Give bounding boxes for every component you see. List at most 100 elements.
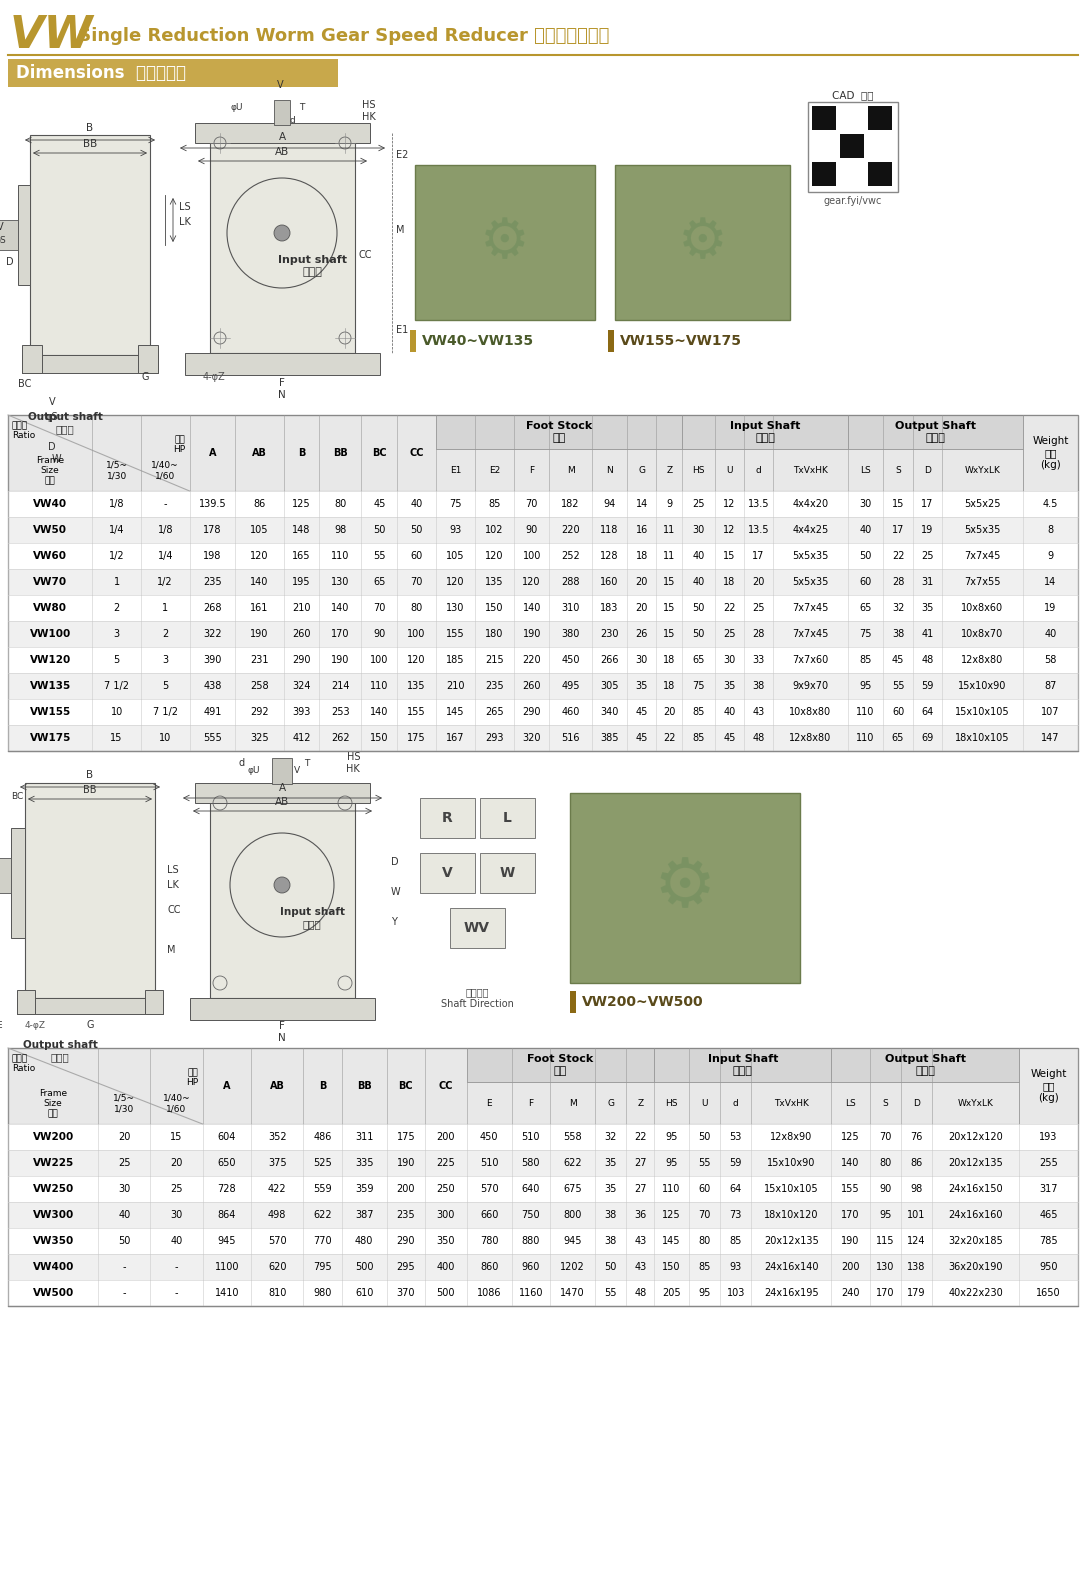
Text: 110: 110 xyxy=(662,1184,681,1195)
FancyBboxPatch shape xyxy=(570,990,576,1012)
Text: 200: 200 xyxy=(396,1184,415,1195)
Text: 110: 110 xyxy=(857,733,875,744)
Text: 780: 780 xyxy=(480,1236,498,1247)
Text: 25: 25 xyxy=(753,604,765,613)
Text: VW300: VW300 xyxy=(33,1210,74,1220)
Text: M: M xyxy=(167,945,176,956)
Text: 70: 70 xyxy=(374,604,386,613)
Text: 55: 55 xyxy=(605,1287,617,1298)
Text: 1410: 1410 xyxy=(215,1287,239,1298)
Text: 60: 60 xyxy=(411,552,422,561)
Text: 15: 15 xyxy=(664,604,675,613)
Text: VW70: VW70 xyxy=(33,577,67,586)
Text: φU: φU xyxy=(248,766,261,775)
Text: 604: 604 xyxy=(217,1132,236,1141)
Text: 265: 265 xyxy=(485,707,504,717)
Text: 200: 200 xyxy=(437,1132,455,1141)
Text: 85: 85 xyxy=(693,707,705,717)
Text: 235: 235 xyxy=(485,681,504,692)
Text: 40: 40 xyxy=(118,1210,130,1220)
Text: 40: 40 xyxy=(171,1236,182,1247)
Text: 235: 235 xyxy=(203,577,222,586)
FancyBboxPatch shape xyxy=(848,415,1023,450)
Text: LS: LS xyxy=(845,1099,856,1108)
Text: Input shaft: Input shaft xyxy=(279,907,344,916)
FancyBboxPatch shape xyxy=(868,105,892,130)
Text: Weight
重量
(kg): Weight 重量 (kg) xyxy=(1031,1069,1066,1104)
Text: 14: 14 xyxy=(635,498,648,509)
Text: 80: 80 xyxy=(334,498,346,509)
Text: 43: 43 xyxy=(753,707,765,717)
Text: 20x12x120: 20x12x120 xyxy=(948,1132,1002,1141)
Text: 48: 48 xyxy=(753,733,765,744)
Text: 660: 660 xyxy=(480,1210,498,1220)
Text: 64: 64 xyxy=(730,1184,742,1195)
Text: 622: 622 xyxy=(313,1210,331,1220)
Text: Frame
Size
型號: Frame Size 型號 xyxy=(36,456,64,486)
Text: 785: 785 xyxy=(1039,1236,1058,1247)
FancyBboxPatch shape xyxy=(608,330,614,352)
FancyBboxPatch shape xyxy=(450,909,505,948)
Text: 12x8x80: 12x8x80 xyxy=(961,656,1003,665)
Text: 95: 95 xyxy=(666,1159,678,1168)
FancyBboxPatch shape xyxy=(812,162,836,185)
Text: 36: 36 xyxy=(634,1210,646,1220)
FancyBboxPatch shape xyxy=(195,123,370,143)
Text: 495: 495 xyxy=(561,681,580,692)
Text: 48: 48 xyxy=(921,656,933,665)
Text: 35: 35 xyxy=(723,681,735,692)
Text: Frame
Size
型號: Frame Size 型號 xyxy=(39,1088,67,1118)
Text: BB: BB xyxy=(356,1082,371,1091)
Text: 728: 728 xyxy=(217,1184,236,1195)
Text: T: T xyxy=(304,759,310,769)
Text: 675: 675 xyxy=(564,1184,582,1195)
FancyBboxPatch shape xyxy=(682,415,848,450)
Text: 140: 140 xyxy=(842,1159,860,1168)
Text: 45: 45 xyxy=(374,498,386,509)
Text: VW: VW xyxy=(10,14,93,58)
Text: 175: 175 xyxy=(407,733,426,744)
Text: S: S xyxy=(895,465,901,475)
Text: 50: 50 xyxy=(698,1132,710,1141)
Text: 155: 155 xyxy=(407,707,426,717)
Text: 15: 15 xyxy=(111,733,123,744)
Text: D: D xyxy=(924,465,931,475)
FancyBboxPatch shape xyxy=(868,162,892,185)
Text: -: - xyxy=(164,498,167,509)
Text: VW50: VW50 xyxy=(34,525,67,534)
Text: 231: 231 xyxy=(250,656,268,665)
Text: 179: 179 xyxy=(907,1287,925,1298)
Text: 8: 8 xyxy=(1047,525,1053,534)
FancyBboxPatch shape xyxy=(17,998,163,1014)
Text: 558: 558 xyxy=(564,1132,582,1141)
Text: 101: 101 xyxy=(907,1210,925,1220)
Text: 359: 359 xyxy=(355,1184,374,1195)
Text: 18: 18 xyxy=(635,552,648,561)
Text: 1160: 1160 xyxy=(519,1287,543,1298)
Text: 馬力
HP: 馬力 HP xyxy=(187,1067,199,1088)
Text: 100: 100 xyxy=(370,656,389,665)
Text: 880: 880 xyxy=(521,1236,540,1247)
Text: 65: 65 xyxy=(693,656,705,665)
Text: 35: 35 xyxy=(605,1159,617,1168)
Text: 28: 28 xyxy=(892,577,905,586)
Text: 18: 18 xyxy=(664,656,675,665)
Text: 147: 147 xyxy=(1041,733,1060,744)
Text: -: - xyxy=(175,1287,178,1298)
Text: G: G xyxy=(141,373,149,382)
Text: F: F xyxy=(279,377,285,388)
Text: 1/4: 1/4 xyxy=(157,552,173,561)
Text: 103: 103 xyxy=(727,1287,745,1298)
FancyBboxPatch shape xyxy=(1019,1049,1078,1124)
Text: 24x16x195: 24x16x195 xyxy=(765,1287,819,1298)
Text: 7x7x45: 7x7x45 xyxy=(793,604,829,613)
Text: 45: 45 xyxy=(635,733,648,744)
Text: 340: 340 xyxy=(601,707,619,717)
Text: 100: 100 xyxy=(522,552,541,561)
Text: 165: 165 xyxy=(292,552,311,561)
Text: 1202: 1202 xyxy=(560,1262,585,1272)
Text: HS: HS xyxy=(362,101,376,110)
Text: 53: 53 xyxy=(730,1132,742,1141)
Text: 5: 5 xyxy=(162,681,168,692)
Text: 4-φZ: 4-φZ xyxy=(203,373,226,382)
